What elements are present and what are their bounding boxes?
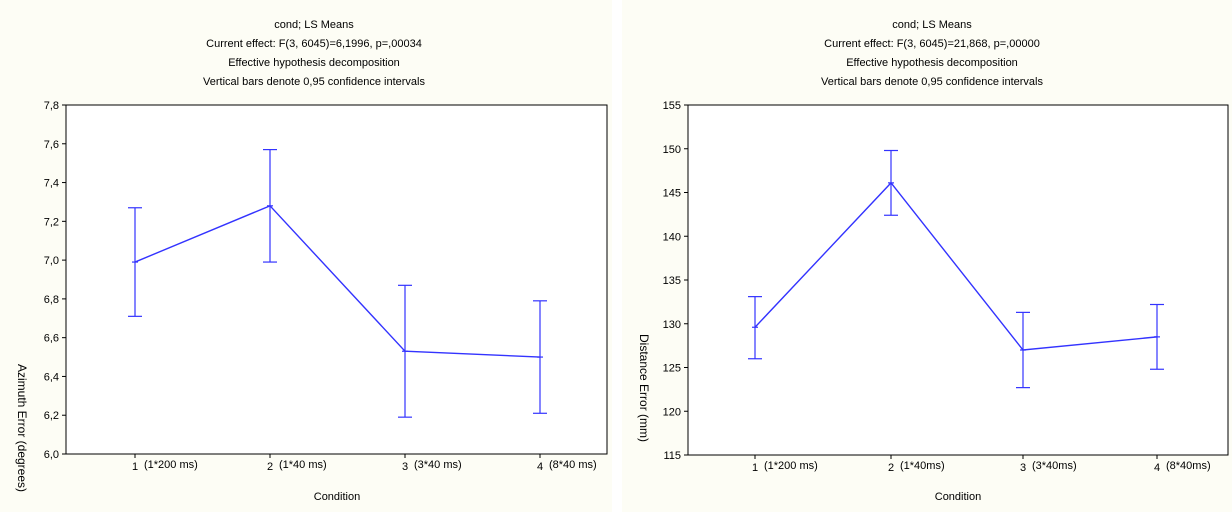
y-tick-label: 7,8 xyxy=(44,100,59,112)
x-tick-note: (1*200 ms) xyxy=(144,459,198,471)
x-tick-note: (1*40ms) xyxy=(900,460,945,472)
x-tick-note: (8*40ms) xyxy=(1166,460,1211,472)
x-axis-label: Condition xyxy=(935,491,981,503)
y-tick-label: 120 xyxy=(663,406,681,418)
x-tick-label: 2 xyxy=(888,462,894,474)
x-tick-note: (3*40 ms) xyxy=(414,459,462,471)
x-tick-note: (1*200 ms) xyxy=(764,460,818,472)
x-tick-label: 2 xyxy=(267,461,273,473)
y-tick-label: 6,4 xyxy=(44,371,59,383)
x-tick-label: 1 xyxy=(752,462,758,474)
y-tick-label: 130 xyxy=(663,319,681,331)
chart-title-block: cond; LS Means Current effect: F(3, 6045… xyxy=(203,19,425,88)
chart-subtitle-line: Vertical bars denote 0,95 confidence int… xyxy=(821,76,1043,88)
chart-subtitle-line: Current effect: F(3, 6045)=21,868, p=,00… xyxy=(824,38,1040,50)
x-tick-label: 3 xyxy=(402,461,408,473)
x-axis: 1 (1*200 ms) 2 (1*40 ms) 3 (3*40 ms) 4 (8*40 ms… xyxy=(132,454,597,473)
chart-subtitle-line: Effective hypothesis decomposition xyxy=(846,57,1018,69)
y-tick-label: 7,2 xyxy=(44,216,59,228)
plot-area xyxy=(65,104,608,455)
chart-subtitle-line: Current effect: F(3, 6045)=6,1996, p=,00… xyxy=(206,38,422,50)
chart-title-block: cond; LS Means Current effect: F(3, 6045… xyxy=(821,19,1043,88)
y-tick-label: 7,0 xyxy=(44,255,59,267)
chart-title-line: cond; LS Means xyxy=(274,19,354,31)
y-tick-label: 115 xyxy=(663,450,681,462)
y-tick-label: 145 xyxy=(663,188,681,200)
x-tick-note: (8*40 ms) xyxy=(549,459,597,471)
y-tick-label: 6,8 xyxy=(44,294,59,306)
y-axis: 115 120 125 130 135 140 145 150 155 xyxy=(663,100,688,462)
y-axis-label: Distance Error (mm) xyxy=(637,334,651,442)
series-marks xyxy=(128,148,547,418)
chart-subtitle-line: Vertical bars denote 0,95 confidence int… xyxy=(203,76,425,88)
x-tick-label: 1 xyxy=(132,461,138,473)
plot-area xyxy=(687,104,1229,456)
y-tick-label: 6,6 xyxy=(44,333,59,345)
series-line xyxy=(754,181,1158,351)
y-tick-label: 6,0 xyxy=(44,449,59,461)
chart-title-line: cond; LS Means xyxy=(892,19,972,31)
series-line xyxy=(134,204,541,358)
chart-panel-azimuth: cond; LS Means Current effect: F(3, 6045… xyxy=(0,0,612,512)
y-tick-label: 7,6 xyxy=(44,139,59,151)
x-tick-note: (3*40ms) xyxy=(1032,460,1077,472)
x-axis: 1 (1*200 ms) 2 (1*40ms) 3 (3*40ms) 4 (8*40ms) xyxy=(752,455,1211,474)
y-tick-label: 125 xyxy=(663,363,681,375)
chart-subtitle-line: Effective hypothesis decomposition xyxy=(228,57,400,69)
x-tick-label: 3 xyxy=(1020,462,1026,474)
y-tick-label: 7,4 xyxy=(44,178,59,190)
y-axis: 6,0 6,2 6,4 6,6 6,8 7,0 7,2 7,4 7,6 7,8 xyxy=(44,100,66,461)
chart-panel-distance: cond; LS Means Current effect: F(3, 6045… xyxy=(622,0,1232,512)
x-tick-note: (1*40 ms) xyxy=(279,459,327,471)
x-axis-label: Condition xyxy=(314,491,360,503)
y-tick-label: 155 xyxy=(663,100,681,112)
y-tick-label: 140 xyxy=(663,231,681,243)
y-tick-label: 6,2 xyxy=(44,410,59,422)
y-tick-label: 150 xyxy=(663,144,681,156)
x-tick-label: 4 xyxy=(537,461,543,473)
y-axis-label: Azimuth Error (degrees) xyxy=(15,364,29,492)
y-tick-label: 135 xyxy=(663,275,681,287)
series-marks xyxy=(748,149,1164,389)
x-tick-label: 4 xyxy=(1154,462,1160,474)
